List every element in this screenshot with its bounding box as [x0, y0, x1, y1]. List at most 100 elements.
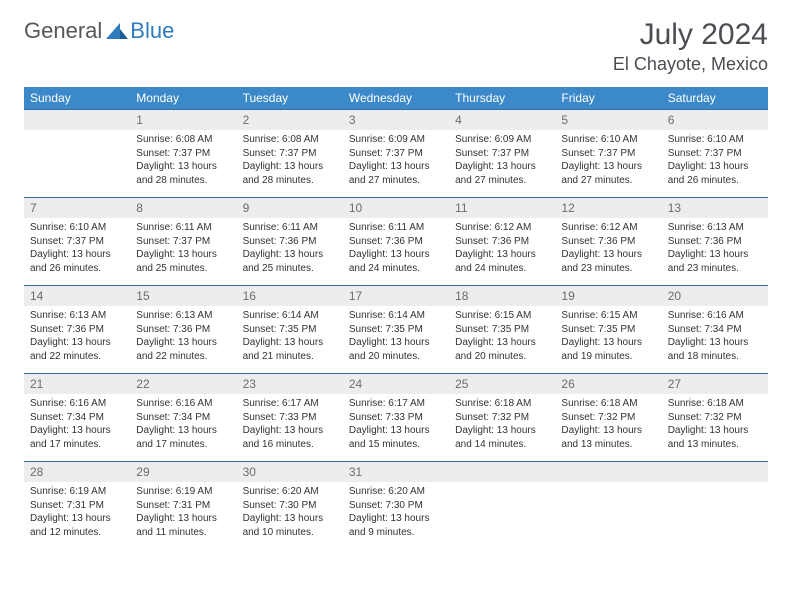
day-number: 27: [662, 373, 768, 394]
day-body: Sunrise: 6:12 AMSunset: 7:36 PMDaylight:…: [449, 218, 555, 279]
day-number: 11: [449, 197, 555, 218]
daylight-line: Daylight: 13 hours and 23 minutes.: [668, 248, 762, 275]
day-body: Sunrise: 6:10 AMSunset: 7:37 PMDaylight:…: [555, 130, 661, 191]
sunset-line: Sunset: 7:31 PM: [30, 499, 124, 513]
calendar-day-cell: 28Sunrise: 6:19 AMSunset: 7:31 PMDayligh…: [24, 461, 130, 549]
calendar-day-cell: 17Sunrise: 6:14 AMSunset: 7:35 PMDayligh…: [343, 285, 449, 373]
day-number: 8: [130, 197, 236, 218]
day-number: 17: [343, 285, 449, 306]
sunrise-line: Sunrise: 6:14 AM: [349, 309, 443, 323]
daylight-line: Daylight: 13 hours and 26 minutes.: [30, 248, 124, 275]
day-number: 25: [449, 373, 555, 394]
sunset-line: Sunset: 7:31 PM: [136, 499, 230, 513]
sunrise-line: Sunrise: 6:11 AM: [349, 221, 443, 235]
sunrise-line: Sunrise: 6:11 AM: [136, 221, 230, 235]
calendar-week-row: 21Sunrise: 6:16 AMSunset: 7:34 PMDayligh…: [24, 373, 768, 461]
daylight-line: Daylight: 13 hours and 22 minutes.: [136, 336, 230, 363]
sunset-line: Sunset: 7:35 PM: [561, 323, 655, 337]
day-body: Sunrise: 6:19 AMSunset: 7:31 PMDaylight:…: [130, 482, 236, 543]
day-number: 23: [237, 373, 343, 394]
sunrise-line: Sunrise: 6:13 AM: [668, 221, 762, 235]
page-heading: July 2024 El Chayote, Mexico: [613, 18, 768, 75]
calendar-day-cell: 11Sunrise: 6:12 AMSunset: 7:36 PMDayligh…: [449, 197, 555, 285]
calendar-day-cell: 8 Sunrise: 6:11 AMSunset: 7:37 PMDaylight…: [130, 197, 236, 285]
day-number: 10: [343, 197, 449, 218]
daylight-line: Daylight: 13 hours and 28 minutes.: [136, 160, 230, 187]
daylight-line: Daylight: 13 hours and 25 minutes.: [136, 248, 230, 275]
day-number-empty: [555, 461, 661, 482]
daylight-line: Daylight: 13 hours and 20 minutes.: [349, 336, 443, 363]
day-body: Sunrise: 6:13 AMSunset: 7:36 PMDaylight:…: [24, 306, 130, 367]
calendar-day-cell: 14Sunrise: 6:13 AMSunset: 7:36 PMDayligh…: [24, 285, 130, 373]
day-body: Sunrise: 6:17 AMSunset: 7:33 PMDaylight:…: [237, 394, 343, 455]
daylight-line: Daylight: 13 hours and 27 minutes.: [561, 160, 655, 187]
day-number: 28: [24, 461, 130, 482]
day-body: Sunrise: 6:09 AMSunset: 7:37 PMDaylight:…: [449, 130, 555, 191]
sunrise-line: Sunrise: 6:18 AM: [455, 397, 549, 411]
day-header: Thursday: [449, 87, 555, 109]
calendar-week-row: 14Sunrise: 6:13 AMSunset: 7:36 PMDayligh…: [24, 285, 768, 373]
sunset-line: Sunset: 7:37 PM: [561, 147, 655, 161]
day-body: Sunrise: 6:12 AMSunset: 7:36 PMDaylight:…: [555, 218, 661, 279]
calendar-day-cell: 9Sunrise: 6:11 AMSunset: 7:36 PMDaylight…: [237, 197, 343, 285]
sunrise-line: Sunrise: 6:10 AM: [30, 221, 124, 235]
sunset-line: Sunset: 7:37 PM: [243, 147, 337, 161]
sunset-line: Sunset: 7:36 PM: [349, 235, 443, 249]
day-number: 1: [130, 109, 236, 130]
sunset-line: Sunset: 7:34 PM: [30, 411, 124, 425]
calendar-week-row: 28Sunrise: 6:19 AMSunset: 7:31 PMDayligh…: [24, 461, 768, 549]
day-number: 18: [449, 285, 555, 306]
day-header: Tuesday: [237, 87, 343, 109]
daylight-line: Daylight: 13 hours and 17 minutes.: [136, 424, 230, 451]
daylight-line: Daylight: 13 hours and 19 minutes.: [561, 336, 655, 363]
sunrise-line: Sunrise: 6:13 AM: [30, 309, 124, 323]
logo: General Blue: [24, 18, 174, 44]
sunrise-line: Sunrise: 6:15 AM: [561, 309, 655, 323]
daylight-line: Daylight: 13 hours and 15 minutes.: [349, 424, 443, 451]
sunrise-line: Sunrise: 6:19 AM: [136, 485, 230, 499]
logo-word-2: Blue: [130, 18, 174, 44]
sunset-line: Sunset: 7:36 PM: [455, 235, 549, 249]
daylight-line: Daylight: 13 hours and 11 minutes.: [136, 512, 230, 539]
day-body: Sunrise: 6:20 AMSunset: 7:30 PMDaylight:…: [237, 482, 343, 543]
day-body: Sunrise: 6:20 AMSunset: 7:30 PMDaylight:…: [343, 482, 449, 543]
sunset-line: Sunset: 7:36 PM: [136, 323, 230, 337]
day-body: Sunrise: 6:16 AMSunset: 7:34 PMDaylight:…: [662, 306, 768, 367]
calendar-day-cell: 30Sunrise: 6:20 AMSunset: 7:30 PMDayligh…: [237, 461, 343, 549]
calendar-day-cell: [662, 461, 768, 549]
calendar-day-cell: 31Sunrise: 6:20 AMSunset: 7:30 PMDayligh…: [343, 461, 449, 549]
day-body: Sunrise: 6:08 AMSunset: 7:37 PMDaylight:…: [237, 130, 343, 191]
day-number: 21: [24, 373, 130, 394]
day-body: Sunrise: 6:09 AMSunset: 7:37 PMDaylight:…: [343, 130, 449, 191]
sunrise-line: Sunrise: 6:09 AM: [455, 133, 549, 147]
day-number-empty: [662, 461, 768, 482]
calendar-day-cell: [449, 461, 555, 549]
daylight-line: Daylight: 13 hours and 28 minutes.: [243, 160, 337, 187]
sunset-line: Sunset: 7:37 PM: [349, 147, 443, 161]
sunrise-line: Sunrise: 6:18 AM: [561, 397, 655, 411]
logo-triangle-icon: [106, 23, 128, 39]
sunrise-line: Sunrise: 6:18 AM: [668, 397, 762, 411]
day-number: 15: [130, 285, 236, 306]
sunrise-line: Sunrise: 6:20 AM: [349, 485, 443, 499]
sunset-line: Sunset: 7:37 PM: [136, 235, 230, 249]
calendar-day-cell: 19Sunrise: 6:15 AMSunset: 7:35 PMDayligh…: [555, 285, 661, 373]
calendar-day-cell: 1Sunrise: 6:08 AMSunset: 7:37 PMDaylight…: [130, 109, 236, 197]
sunrise-line: Sunrise: 6:17 AM: [243, 397, 337, 411]
day-header: Friday: [555, 87, 661, 109]
sunrise-line: Sunrise: 6:13 AM: [136, 309, 230, 323]
logo-word-1: General: [24, 18, 102, 44]
daylight-line: Daylight: 13 hours and 10 minutes.: [243, 512, 337, 539]
daylight-line: Daylight: 13 hours and 21 minutes.: [243, 336, 337, 363]
daylight-line: Daylight: 13 hours and 24 minutes.: [455, 248, 549, 275]
calendar-day-cell: 29Sunrise: 6:19 AMSunset: 7:31 PMDayligh…: [130, 461, 236, 549]
calendar-day-cell: 27Sunrise: 6:18 AMSunset: 7:32 PMDayligh…: [662, 373, 768, 461]
day-number: 20: [662, 285, 768, 306]
sunset-line: Sunset: 7:30 PM: [243, 499, 337, 513]
daylight-line: Daylight: 13 hours and 14 minutes.: [455, 424, 549, 451]
calendar-day-cell: 24Sunrise: 6:17 AMSunset: 7:33 PMDayligh…: [343, 373, 449, 461]
day-number: 7: [24, 197, 130, 218]
day-body: Sunrise: 6:11 AMSunset: 7:36 PMDaylight:…: [343, 218, 449, 279]
day-number: 12: [555, 197, 661, 218]
location-subtitle: El Chayote, Mexico: [613, 54, 768, 75]
